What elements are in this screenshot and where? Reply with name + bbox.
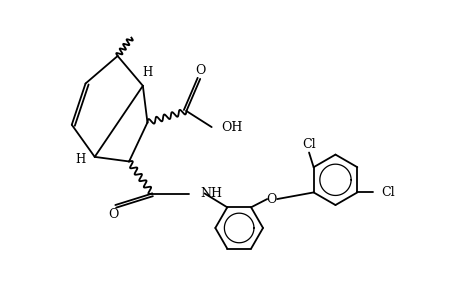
- Text: Cl: Cl: [381, 186, 394, 199]
- Text: O: O: [107, 208, 118, 221]
- Text: NH: NH: [200, 187, 222, 200]
- Text: H: H: [142, 67, 152, 80]
- Text: O: O: [195, 64, 205, 77]
- Text: Cl: Cl: [302, 138, 315, 151]
- Text: H: H: [75, 153, 85, 166]
- Text: O: O: [266, 193, 276, 206]
- Text: OH: OH: [221, 121, 243, 134]
